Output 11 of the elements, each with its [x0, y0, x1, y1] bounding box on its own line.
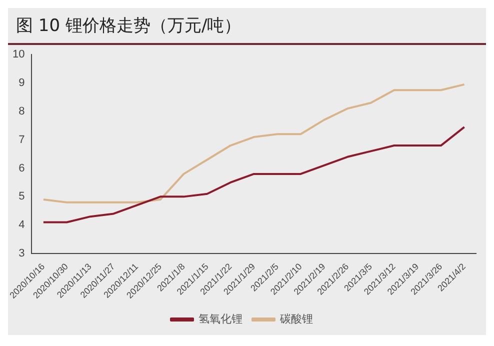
chart-title: 图 10 锂价格走势（万元/吨）: [8, 8, 486, 45]
y-tick-label: 4: [18, 219, 25, 232]
y-tick-label: 9: [18, 77, 25, 90]
y-tick-label: 3: [18, 248, 25, 260]
y-tick-label: 6: [18, 162, 25, 174]
y-tick-label: 10: [12, 48, 25, 61]
y-tick-label: 7: [18, 134, 25, 146]
legend-label: 氢氧化锂: [198, 314, 242, 326]
y-tick-label: 8: [18, 105, 25, 118]
legend-label: 碳酸锂: [279, 314, 313, 326]
y-tick-label: 5: [18, 190, 25, 203]
